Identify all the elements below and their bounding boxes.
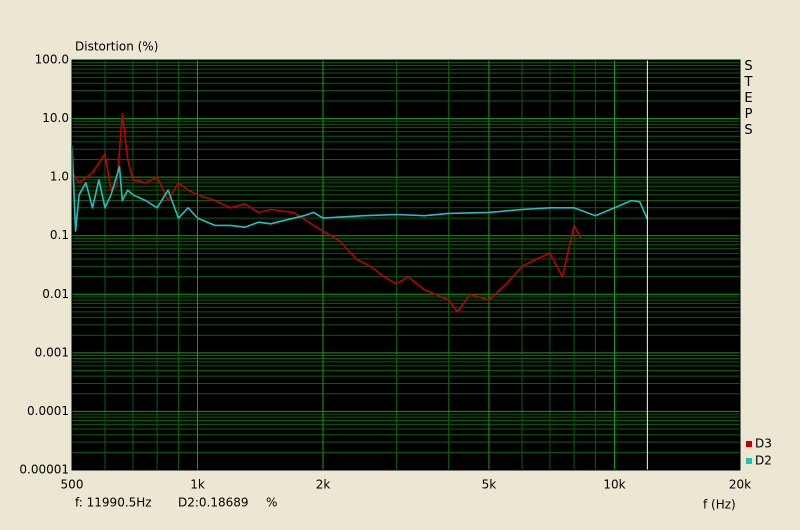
y-tick-label: 0.0001: [27, 404, 69, 418]
x-tick-label: 1k: [190, 478, 205, 492]
y-tick-label: 0.01: [42, 287, 69, 301]
x-tick-label: 500: [61, 478, 84, 492]
x-tick-label: 20k: [729, 478, 751, 492]
plot-area: [72, 60, 740, 470]
x-axis-title: f (Hz): [703, 498, 736, 512]
legend-label: D3: [755, 437, 772, 451]
cursor-frequency: f: 11990.5Hz: [75, 496, 152, 510]
plot-border: [71, 59, 741, 471]
y-tick-label: 100.0: [35, 53, 69, 67]
legend-label: D2: [755, 454, 772, 468]
x-tick-label: 2k: [316, 478, 331, 492]
y-tick-label: 0.00001: [19, 463, 69, 477]
x-tick-label: 5k: [482, 478, 497, 492]
cursor-readout: D2:0.18689: [178, 496, 249, 510]
x-tick-label: 10k: [603, 478, 625, 492]
y-tick-label: 0.001: [35, 345, 69, 359]
y-axis-title: Distortion (%): [75, 40, 158, 54]
steps-label[interactable]: STEPS: [741, 59, 756, 139]
cursor-unit: %: [266, 496, 277, 510]
legend-swatch: [746, 458, 752, 464]
y-tick-label: 0.1: [50, 228, 69, 242]
y-tick-label: 1.0: [50, 170, 69, 184]
legend-swatch: [746, 441, 752, 447]
series-line: [71, 145, 649, 232]
series-line: [71, 113, 582, 313]
y-tick-label: 10.0: [42, 111, 69, 125]
